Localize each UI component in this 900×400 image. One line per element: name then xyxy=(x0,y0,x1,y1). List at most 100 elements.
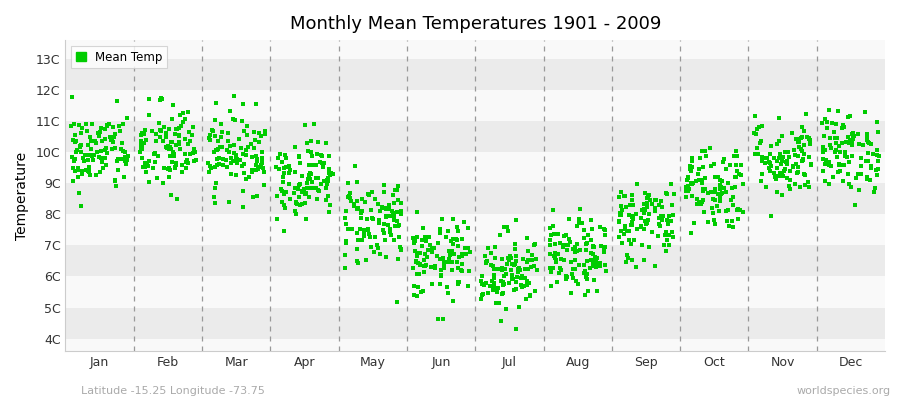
Mean Temp xyxy=(148,131,163,138)
Mean Temp xyxy=(860,157,874,164)
Bar xyxy=(66,308,885,339)
Mean Temp xyxy=(255,155,269,162)
Mean Temp xyxy=(133,148,148,155)
Mean Temp xyxy=(697,209,711,216)
Mean Temp xyxy=(860,173,874,180)
Mean Temp xyxy=(413,262,428,268)
Mean Temp xyxy=(680,175,695,182)
Mean Temp xyxy=(431,240,446,246)
Mean Temp xyxy=(802,154,816,160)
Mean Temp xyxy=(112,156,126,162)
Mean Temp xyxy=(716,158,730,165)
Mean Temp xyxy=(634,207,649,214)
Mean Temp xyxy=(140,160,155,166)
Mean Temp xyxy=(649,197,663,203)
Mean Temp xyxy=(178,159,193,165)
Mean Temp xyxy=(695,198,709,205)
Mean Temp xyxy=(551,250,565,257)
Mean Temp xyxy=(309,162,323,168)
Mean Temp xyxy=(518,283,532,289)
Mean Temp xyxy=(570,248,584,254)
Mean Temp xyxy=(613,212,627,218)
Mean Temp xyxy=(175,169,189,176)
Mean Temp xyxy=(222,198,237,205)
Mean Temp xyxy=(614,203,628,209)
Mean Temp xyxy=(276,170,291,176)
Mean Temp xyxy=(789,161,804,167)
Mean Temp xyxy=(439,284,454,290)
Mean Temp xyxy=(730,168,744,174)
Mean Temp xyxy=(492,300,507,306)
Mean Temp xyxy=(83,152,97,158)
Mean Temp xyxy=(818,116,832,122)
Mean Temp xyxy=(136,164,150,170)
Mean Temp xyxy=(727,184,742,190)
Mean Temp xyxy=(186,124,201,130)
Mean Temp xyxy=(96,164,111,171)
Mean Temp xyxy=(708,188,723,194)
Mean Temp xyxy=(425,245,439,252)
Mean Temp xyxy=(104,135,119,142)
Mean Temp xyxy=(68,139,82,146)
Mean Temp xyxy=(615,240,629,246)
Mean Temp xyxy=(562,236,576,242)
Mean Temp xyxy=(105,133,120,140)
Mean Temp xyxy=(351,204,365,211)
Mean Temp xyxy=(223,108,238,114)
Mean Temp xyxy=(758,160,772,166)
Mean Temp xyxy=(614,188,628,195)
Mean Temp xyxy=(822,106,836,113)
Mean Temp xyxy=(302,176,317,182)
Mean Temp xyxy=(155,96,169,102)
Mean Temp xyxy=(729,162,743,168)
Mean Temp xyxy=(581,232,596,239)
Mean Temp xyxy=(343,190,357,196)
Mean Temp xyxy=(706,161,721,167)
Mean Temp xyxy=(338,238,353,244)
Mean Temp xyxy=(167,131,182,138)
Mean Temp xyxy=(749,131,763,137)
Mean Temp xyxy=(292,181,306,188)
Mean Temp xyxy=(300,180,314,186)
Mean Temp xyxy=(245,169,259,176)
Mean Temp xyxy=(451,279,465,285)
Mean Temp xyxy=(323,202,338,209)
Mean Temp xyxy=(338,252,353,258)
Mean Temp xyxy=(224,155,238,162)
Mean Temp xyxy=(93,129,107,136)
Mean Temp xyxy=(527,262,542,269)
Mean Temp xyxy=(139,136,153,143)
Mean Temp xyxy=(478,253,492,259)
Mean Temp xyxy=(286,190,301,196)
Mean Temp xyxy=(818,178,832,184)
Mean Temp xyxy=(822,162,836,168)
Mean Temp xyxy=(838,148,852,155)
Mean Temp xyxy=(102,121,116,127)
Mean Temp xyxy=(779,161,794,167)
Mean Temp xyxy=(791,164,806,170)
Mean Temp xyxy=(310,150,324,157)
Mean Temp xyxy=(277,191,292,198)
Mean Temp xyxy=(428,265,442,272)
Mean Temp xyxy=(71,164,86,171)
Mean Temp xyxy=(474,292,489,298)
Mean Temp xyxy=(554,267,569,273)
Mean Temp xyxy=(635,242,650,248)
Mean Temp xyxy=(724,196,738,203)
Legend: Mean Temp: Mean Temp xyxy=(71,46,167,68)
Mean Temp xyxy=(509,274,524,281)
Mean Temp xyxy=(626,216,640,222)
Mean Temp xyxy=(463,249,477,256)
Mean Temp xyxy=(208,200,222,206)
Mean Temp xyxy=(836,122,850,128)
Mean Temp xyxy=(418,263,432,269)
Mean Temp xyxy=(615,206,629,213)
Mean Temp xyxy=(625,213,639,220)
Mean Temp xyxy=(587,277,601,283)
Mean Temp xyxy=(159,144,174,150)
Mean Temp xyxy=(201,160,215,166)
Mean Temp xyxy=(159,134,174,140)
Mean Temp xyxy=(706,204,720,211)
Mean Temp xyxy=(292,194,306,200)
Mean Temp xyxy=(221,130,236,136)
